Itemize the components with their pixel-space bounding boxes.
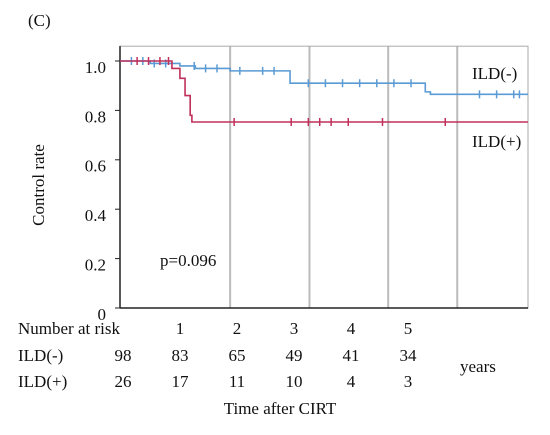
y-tick-label: 0.4 (85, 206, 107, 225)
legend-label: ILD(-) (472, 64, 517, 83)
y-tick-label: 0.8 (85, 107, 106, 126)
risk-count: 65 (229, 346, 246, 365)
risk-count: 11 (229, 372, 245, 391)
risk-count: 41 (343, 346, 360, 365)
legend-label: ILD(+) (472, 132, 521, 151)
y-tick-label: 0 (98, 305, 107, 324)
risk-count: 83 (172, 346, 189, 365)
y-tick-label: 0.6 (85, 157, 106, 176)
risk-count: 4 (347, 372, 356, 391)
y-tick-label: 1.0 (85, 58, 106, 77)
risk-time: 5 (404, 319, 413, 338)
risk-count: 98 (115, 346, 132, 365)
risk-count: 34 (400, 346, 418, 365)
risk-count: 10 (286, 372, 303, 391)
risk-count: 3 (404, 372, 413, 391)
annotation: p=0.096 (160, 251, 216, 270)
risk-count: 26 (115, 372, 132, 391)
risk-row-label: ILD(+) (18, 372, 67, 391)
risk-count: 49 (286, 346, 303, 365)
risk-time: 4 (347, 319, 356, 338)
risk-unit: years (460, 357, 496, 376)
risk-time: 1 (176, 319, 185, 338)
survival-curve (120, 60, 528, 123)
y-tick-label: 0.2 (85, 256, 106, 275)
panel-label: (C) (28, 11, 51, 30)
risk-count: 17 (172, 372, 190, 391)
y-axis-label: Control rate (29, 144, 48, 226)
x-axis-label: Time after CIRT (224, 399, 337, 418)
risk-time: 3 (290, 319, 299, 338)
risk-time: 2 (233, 319, 242, 338)
risk-row-label: ILD(-) (18, 346, 63, 365)
risk-title: Number at risk (18, 319, 120, 338)
